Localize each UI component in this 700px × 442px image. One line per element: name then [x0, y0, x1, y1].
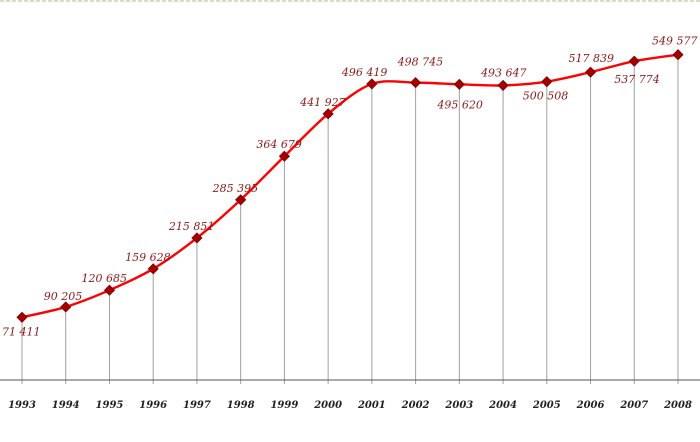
x-tick-label: 2003	[444, 400, 473, 411]
data-point-marker	[497, 79, 509, 91]
data-point-marker	[628, 55, 640, 67]
data-label: 500 508	[523, 90, 569, 103]
data-label: 537 774	[614, 73, 660, 86]
data-label: 496 419	[341, 66, 388, 79]
data-point-marker	[453, 78, 465, 90]
data-point-marker	[366, 78, 378, 90]
data-label: 364 679	[256, 138, 302, 151]
x-tick-label: 1994	[52, 400, 80, 411]
x-tick-label: 1997	[183, 400, 211, 411]
x-tick-label: 1993	[8, 400, 36, 411]
x-tick-label: 1999	[270, 400, 298, 411]
data-label: 215 851	[168, 220, 215, 233]
data-label: 441 927	[299, 96, 346, 109]
data-point-marker	[235, 194, 247, 206]
data-point-marker	[16, 311, 28, 323]
series-line	[21, 53, 679, 319]
data-point-marker	[584, 66, 597, 78]
x-tick-label: 1998	[227, 400, 255, 411]
x-tick-label: 2004	[488, 400, 517, 411]
data-label: 549 577	[652, 35, 698, 48]
data-point-marker	[410, 77, 422, 89]
data-point-marker	[191, 232, 203, 244]
data-label: 159 628	[125, 251, 171, 264]
data-label: 493 647	[480, 66, 526, 79]
x-tick-label: 1996	[139, 400, 167, 411]
x-tick-label: 2002	[401, 400, 430, 411]
data-point-marker	[672, 49, 684, 61]
data-label: 71 411	[2, 325, 41, 338]
x-tick-label: 2000	[313, 400, 342, 411]
data-point-marker	[60, 301, 72, 313]
x-tick-label: 2005	[532, 400, 561, 411]
data-label: 498 745	[397, 56, 444, 69]
data-point-marker	[147, 263, 159, 275]
data-label: 495 620	[436, 98, 483, 111]
x-tick-label: 2007	[619, 400, 648, 411]
x-tick-label: 1995	[96, 400, 124, 411]
x-tick-label: 2001	[357, 400, 386, 411]
data-point-marker	[541, 76, 553, 88]
data-label: 285 395	[212, 182, 259, 195]
data-label: 90 205	[44, 290, 83, 303]
data-point-marker	[322, 108, 334, 120]
data-point-marker	[103, 284, 116, 296]
x-tick-label: 2006	[576, 400, 605, 411]
data-label: 517 839	[569, 52, 615, 65]
data-point-marker	[278, 150, 290, 162]
data-label: 120 685	[81, 272, 127, 285]
x-tick-label: 2008	[663, 400, 692, 411]
